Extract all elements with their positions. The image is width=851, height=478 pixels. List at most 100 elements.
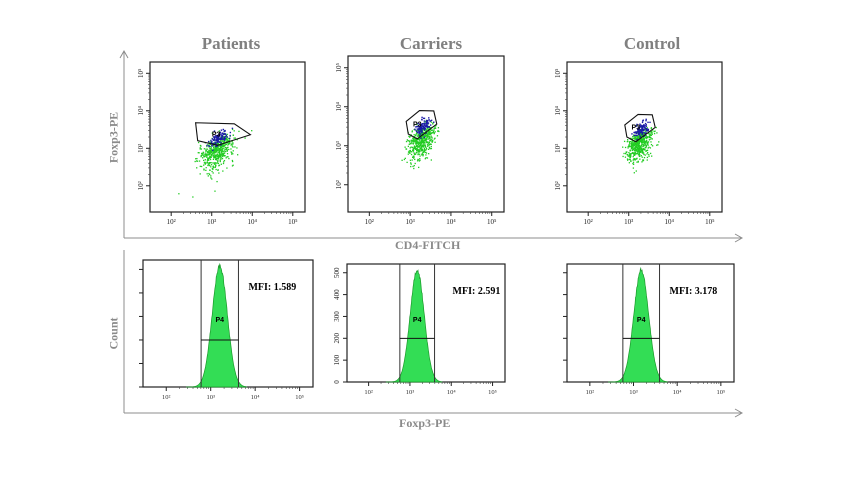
event-dot [214,162,216,164]
event-dot [413,156,415,158]
histogram-area [608,266,668,383]
event-dot [635,138,637,141]
event-dot [629,150,631,152]
gated-event-dot [229,137,231,140]
gated-event-dot [415,126,417,128]
event-dot [410,165,412,168]
gated-event-dot [217,140,219,142]
event-dot [422,135,424,137]
y-tick-label: 0 [333,380,341,384]
event-dot [210,153,213,156]
event-dot [651,155,653,157]
gated-event-dot [640,130,643,133]
event-dot [223,159,226,162]
event-dot [634,148,637,150]
event-dot [632,146,634,149]
event-dot [220,158,222,160]
gated-event-dot [649,121,651,124]
gated-event-dot [419,131,421,133]
event-dot [218,130,221,132]
x-tick-label: 10² [162,394,171,401]
event-dot [230,144,232,146]
event-dot [634,146,637,148]
event-dot [625,152,627,155]
event-dot [435,124,437,127]
mfi-annotation: MFI: 2.591 [453,286,501,297]
event-dot [421,152,423,155]
event-dot [633,152,636,154]
event-dot [430,128,432,131]
event-dot [416,148,418,150]
event-dot [634,159,636,161]
gate-p3-polygon [405,109,438,140]
gated-event-dot [418,130,420,132]
event-dot [433,127,436,129]
event-dot [623,152,625,155]
event-dot [223,136,225,138]
event-dot [637,143,640,146]
event-dot [629,140,631,143]
event-dot [423,142,425,144]
event-dot [648,146,650,148]
event-dot [228,157,230,160]
event-dot [633,158,635,160]
y-tick-label: 10² [554,181,562,190]
event-dot [207,158,209,160]
event-dot [223,155,226,157]
event-dot [431,136,433,138]
event-dot [416,123,418,126]
gated-event-dot [424,128,427,130]
event-dot [220,155,222,158]
event-dot [642,144,644,146]
event-dot [637,144,639,146]
event-dot [632,145,634,147]
event-dot [640,151,643,153]
event-dot [208,159,210,161]
event-dot [645,146,647,148]
event-dot [432,123,434,125]
event-dot [226,133,228,136]
event-dot [642,150,644,153]
event-dot [196,160,199,162]
event-dot [206,156,208,159]
event-dot [413,164,415,167]
event-dot [232,150,234,152]
event-dot [648,133,650,135]
event-dot [206,173,208,175]
event-dot [632,155,634,158]
event-dot [204,161,206,163]
event-dot [637,140,640,142]
event-dot [641,161,643,163]
event-dot [411,146,414,149]
gated-event-dot [420,126,423,128]
event-dot [646,127,648,129]
event-dot [223,140,225,142]
event-dot [647,144,649,146]
event-dot [410,139,412,142]
event-dot [232,146,234,148]
gated-event-dot [633,131,635,134]
event-dot [428,135,430,138]
event-dot [224,149,226,151]
event-dot [199,148,201,150]
event-dot [218,150,221,152]
event-dot [215,146,217,149]
gated-event-dot [638,126,640,129]
gated-event-dot [420,125,422,127]
event-dot [232,143,234,145]
gated-event-dot [425,125,427,127]
event-dot [419,148,422,150]
event-dot [417,142,420,144]
event-dot [422,142,425,144]
gated-event-dot [211,138,214,140]
event-dot [407,145,410,148]
event-dot [636,161,638,163]
event-dot [635,153,638,155]
event-dot [218,148,220,150]
event-dot [416,139,418,142]
event-dot [416,144,418,147]
event-dot [421,143,423,145]
gated-event-dot [424,123,427,125]
gated-event-dot [418,128,420,131]
gated-event-dot [635,131,637,133]
